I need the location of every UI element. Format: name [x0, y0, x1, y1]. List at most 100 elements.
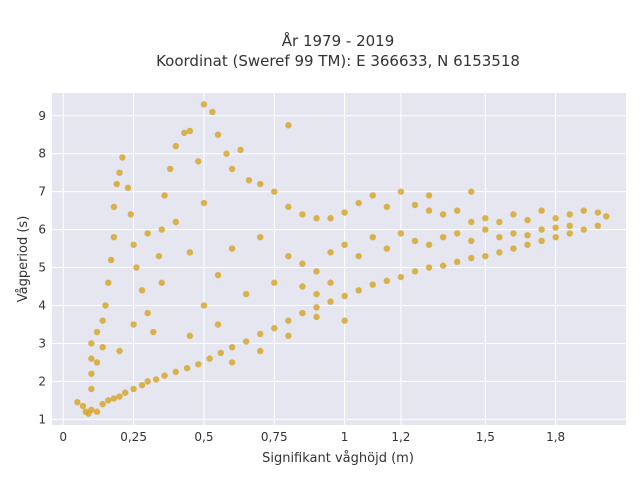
scatter-point: [257, 180, 264, 188]
scatter-point: [383, 277, 391, 285]
scatter-point: [425, 192, 433, 199]
scatter-point: [538, 207, 545, 214]
scatter-point: [223, 150, 230, 157]
scatter-point: [93, 328, 101, 336]
scatter-point: [133, 264, 140, 271]
y-tick-label: 3: [38, 336, 46, 350]
scatter-point: [110, 233, 118, 241]
scatter-point: [116, 169, 123, 176]
scatter-point: [116, 347, 123, 355]
scatter-point: [99, 344, 106, 351]
scatter-point: [341, 241, 348, 248]
scatter-point: [425, 264, 433, 271]
scatter-point: [214, 271, 222, 279]
scatter-point: [327, 249, 334, 256]
scatter-point: [313, 313, 320, 321]
scatter-point: [105, 397, 112, 404]
scatter-point: [411, 237, 419, 245]
y-tick-label: 1: [38, 412, 46, 426]
scatter-point: [228, 165, 236, 173]
scatter-point: [285, 332, 292, 340]
scatter-point: [355, 199, 362, 207]
scatter-point: [124, 184, 132, 192]
x-tick-label: 1: [341, 430, 349, 444]
scatter-point: [538, 237, 545, 245]
scatter-point: [468, 254, 475, 262]
scatter-point: [369, 192, 376, 199]
scatter-point: [369, 233, 376, 241]
x-tick-label: 0: [59, 430, 67, 444]
scatter-point: [341, 209, 348, 216]
scatter-point: [74, 399, 81, 406]
scatter-point: [510, 245, 517, 252]
scatter-point: [285, 203, 292, 211]
scatter-point: [209, 108, 216, 116]
scatter-point: [341, 292, 348, 300]
scatter-point: [155, 252, 163, 260]
scatter-point: [327, 215, 334, 222]
scatter-point: [195, 158, 202, 165]
scatter-point: [439, 262, 447, 269]
scatter-point: [121, 389, 129, 396]
scatter-point: [144, 309, 151, 317]
scatter-point: [313, 215, 320, 222]
scatter-point: [166, 165, 174, 173]
scatter-point: [552, 215, 559, 222]
scatter-point: [88, 355, 95, 362]
scatter-point: [214, 321, 222, 328]
scatter-point: [383, 245, 391, 252]
scatter-point: [102, 302, 109, 309]
scatter-point: [397, 230, 405, 237]
scatter-point: [468, 218, 475, 226]
scatter-point: [524, 216, 531, 224]
scatter-point: [228, 245, 236, 252]
scatter-point: [313, 304, 320, 311]
scatter-point: [411, 268, 419, 275]
scatter-point: [453, 258, 461, 266]
scatter-point: [200, 302, 208, 309]
scatter-point: [327, 298, 334, 305]
scatter-point: [271, 188, 278, 195]
scatter-point: [496, 233, 503, 241]
x-tick-label: 1,5: [476, 430, 495, 444]
chart-title-line-1: År 1979 - 2019: [282, 31, 395, 50]
x-tick-label: 1,8: [546, 430, 565, 444]
scatter-point: [496, 218, 503, 226]
scatter-point: [138, 287, 146, 294]
scatter-point: [257, 330, 264, 338]
scatter-point: [130, 241, 137, 248]
scatter-point: [524, 232, 531, 239]
x-tick-label: 1,2: [391, 430, 410, 444]
scatter-point: [299, 309, 306, 317]
scatter-point: [510, 211, 517, 218]
scatter-point: [594, 209, 602, 216]
scatter-point: [510, 230, 517, 237]
scatter-point: [158, 226, 165, 233]
scatter-point: [327, 279, 334, 286]
scatter-point: [144, 378, 151, 385]
scatter-point: [538, 226, 545, 233]
scatter-point: [99, 317, 106, 324]
scatter-point: [119, 154, 126, 161]
scatter-point: [110, 203, 118, 211]
y-axis-label: Vågperiod (s): [16, 216, 31, 303]
scatter-point: [257, 347, 264, 355]
scatter-point: [566, 230, 573, 237]
scatter-point: [299, 260, 306, 267]
scatter-point: [217, 349, 225, 357]
scatter-point: [552, 224, 559, 231]
scatter-point: [313, 268, 320, 275]
scatter-point: [130, 321, 137, 328]
scatter-point: [242, 338, 250, 345]
scatter-point: [341, 317, 348, 324]
scatter-point: [468, 188, 475, 195]
scatter-point: [228, 344, 236, 351]
scatter-point: [425, 241, 433, 248]
scatter-point: [181, 129, 188, 137]
y-tick-label: 9: [38, 109, 46, 123]
scatter-point: [88, 406, 95, 414]
y-tick-label: 6: [38, 223, 46, 237]
scatter-point: [105, 279, 112, 286]
chart-title-line-2: Koordinat (Sweref 99 TM): E 366633, N 61…: [156, 52, 520, 70]
scatter-point: [228, 359, 236, 366]
